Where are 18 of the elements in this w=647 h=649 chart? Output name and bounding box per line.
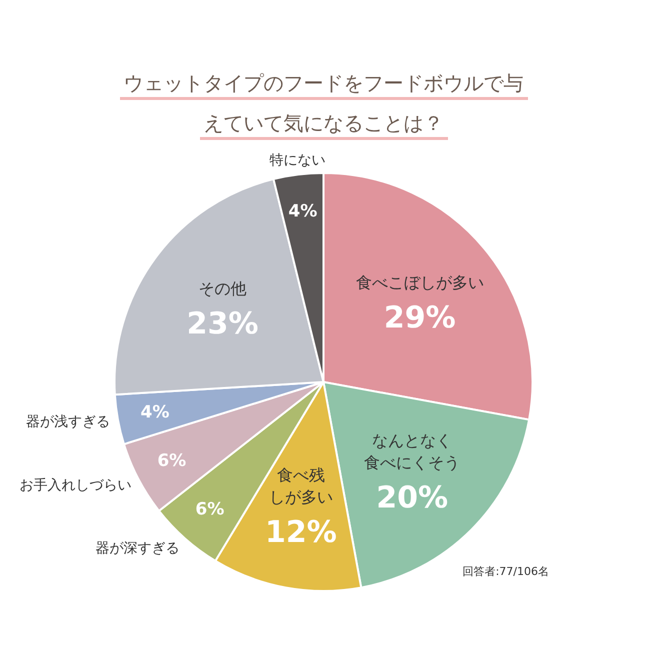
data-label: 6% bbox=[157, 451, 186, 472]
data-label: 20% bbox=[376, 480, 448, 516]
data-label: 4% bbox=[288, 201, 318, 222]
slice-label: 食べこぼしが多い bbox=[356, 272, 484, 292]
slice-label: その他 bbox=[198, 278, 246, 298]
slice-label: なんとなく食べにくそう bbox=[364, 430, 460, 472]
data-label: 4% bbox=[140, 402, 170, 422]
slice-label: お手入れしづらい bbox=[19, 477, 132, 494]
slice-label: 特にない bbox=[269, 152, 326, 168]
text: 回答者:77/106名 bbox=[462, 564, 549, 579]
data-label: 6% bbox=[195, 500, 224, 520]
slice-label: 器が浅すぎる bbox=[26, 414, 110, 430]
slice-label: 器が深すぎる bbox=[96, 540, 180, 557]
data-label: 29% bbox=[384, 300, 456, 336]
data-label: 12% bbox=[264, 515, 337, 550]
slice-label: 食べ残しが多い bbox=[268, 466, 333, 506]
data-label: 23% bbox=[186, 306, 258, 342]
chart-title: ウェットタイプのフードをフードボウルで与えていて気になることは？ bbox=[120, 71, 528, 140]
